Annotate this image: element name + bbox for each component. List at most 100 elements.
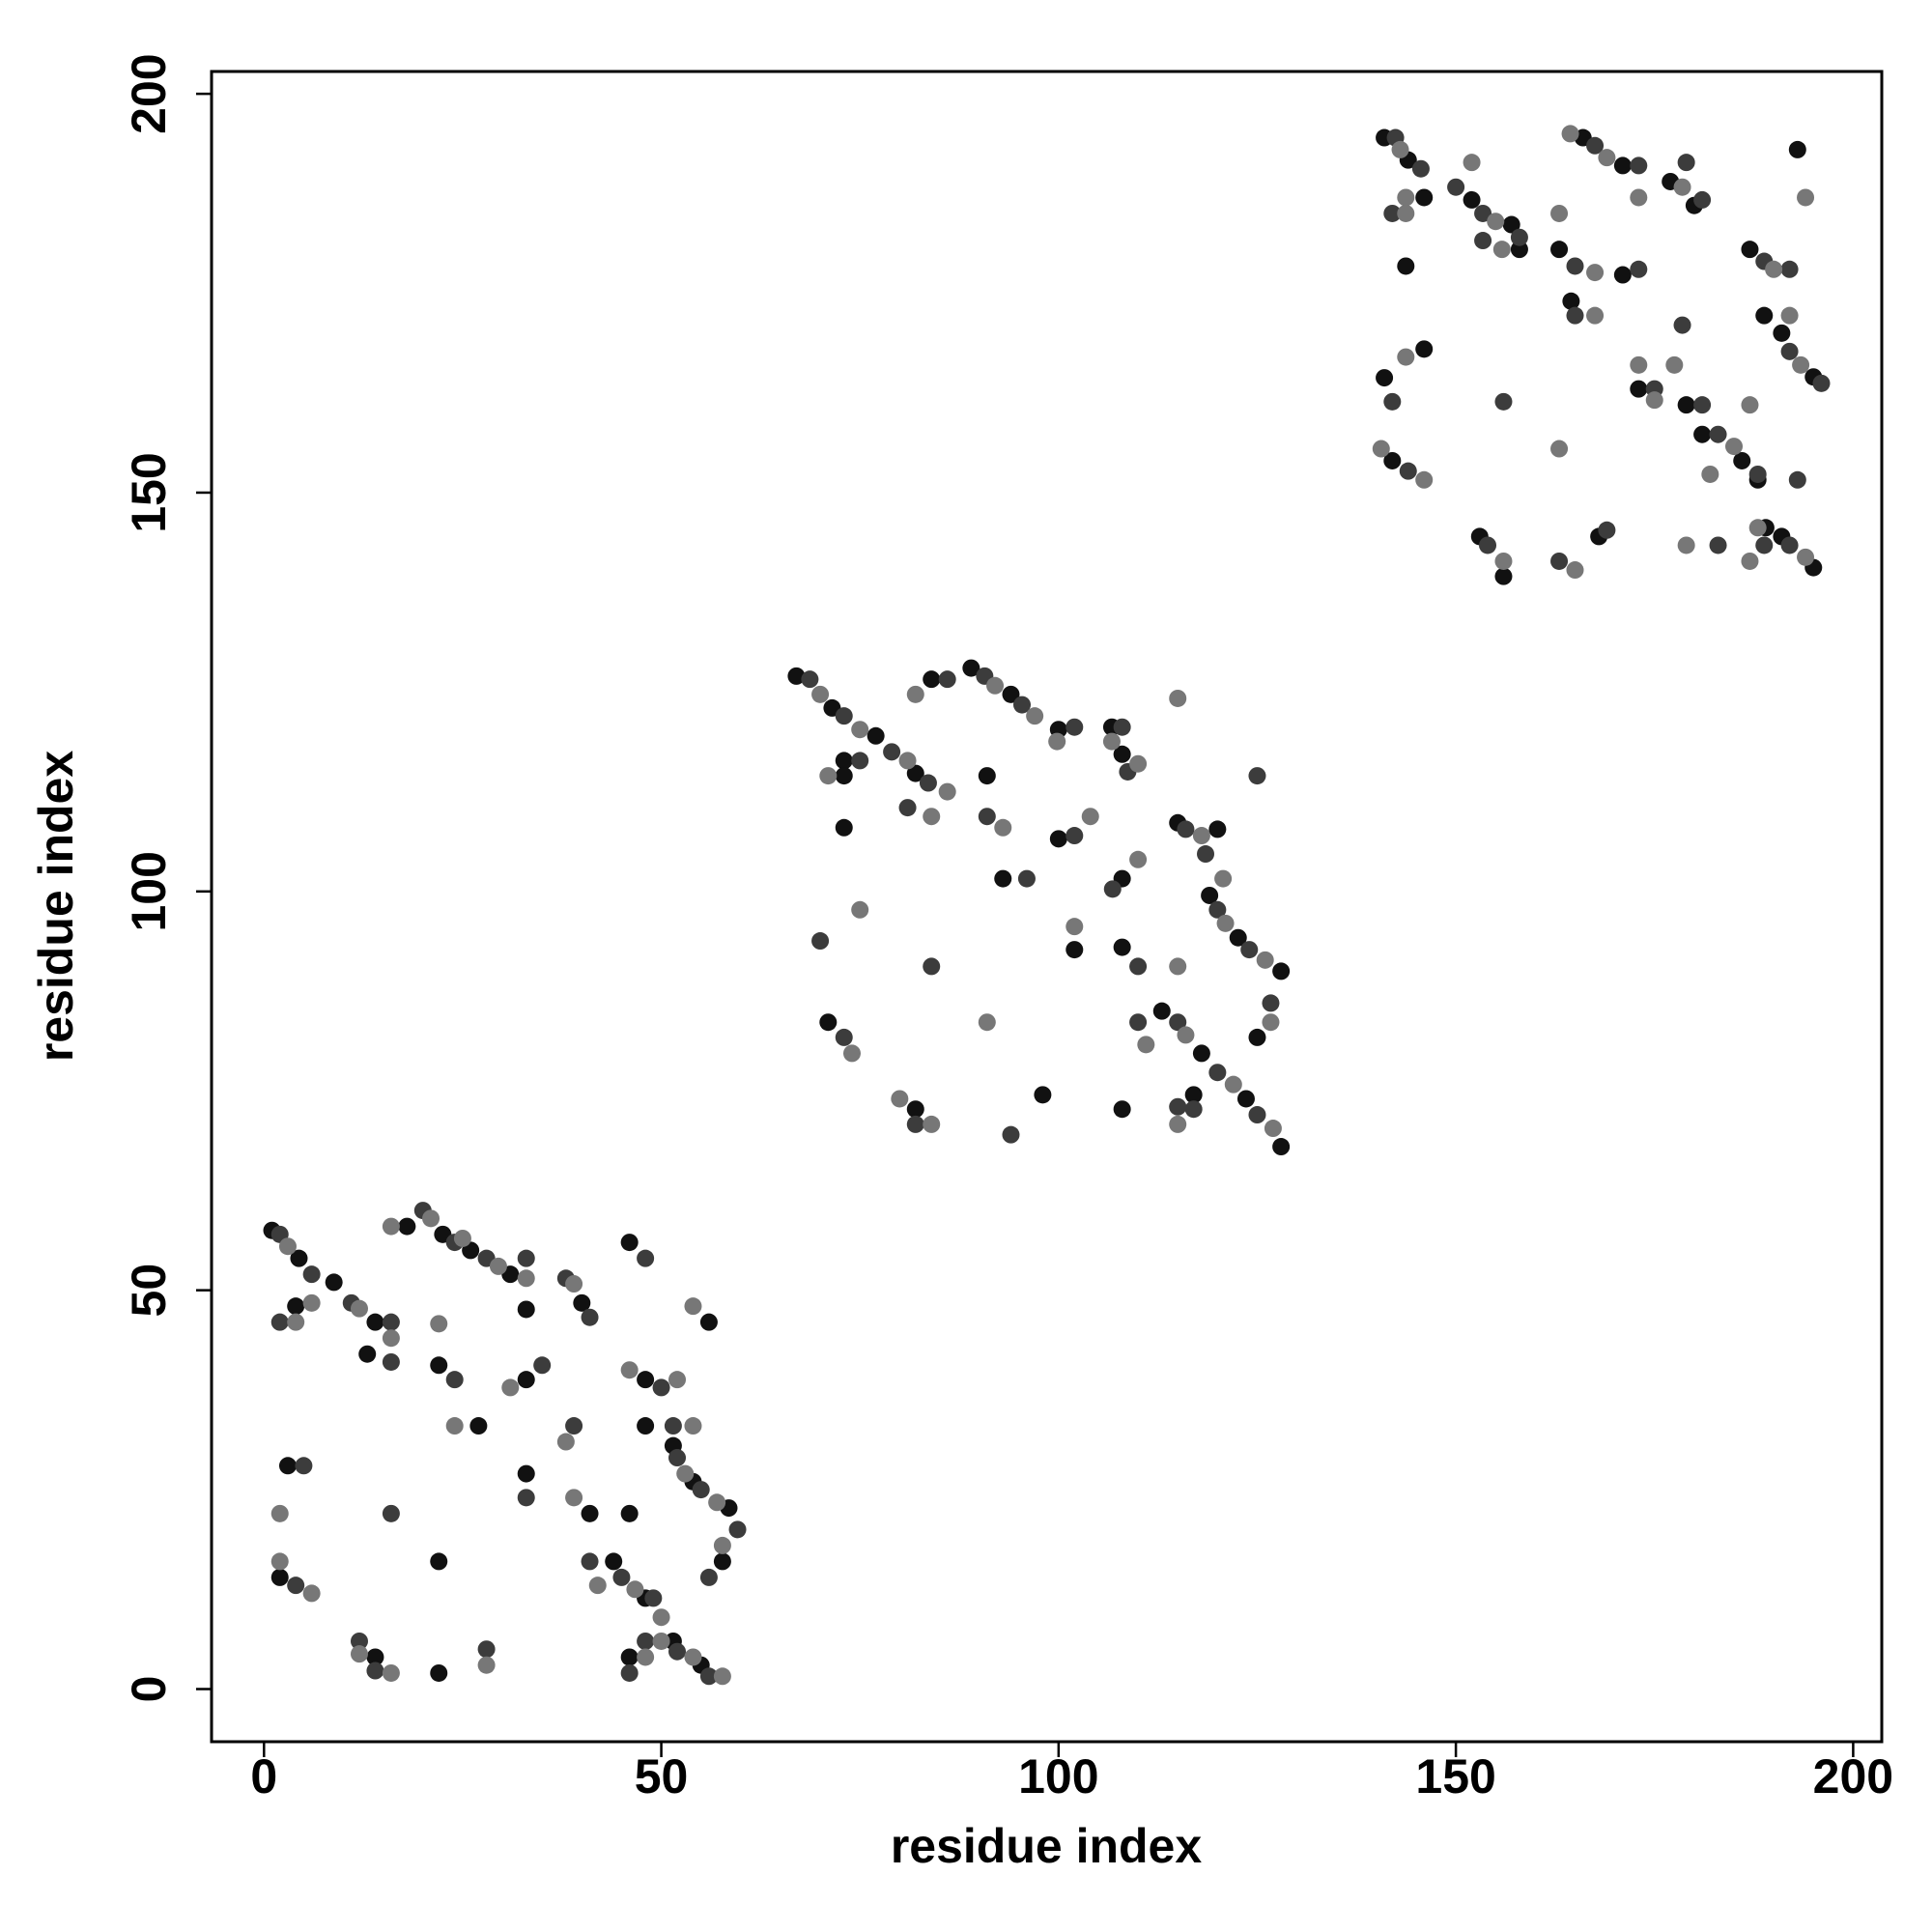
point [1372,440,1390,458]
point [787,667,806,685]
point [1561,125,1579,143]
point [1065,827,1084,845]
point [1048,732,1066,751]
point [637,1249,655,1267]
point [620,1234,639,1252]
point [699,1568,718,1586]
point [1741,396,1759,414]
point [517,1269,535,1288]
point [1214,869,1233,888]
point [1415,188,1434,207]
point [556,1433,575,1451]
point [581,1504,599,1522]
point [1184,1086,1203,1104]
point [1733,451,1751,469]
point [1566,257,1584,275]
point [565,1489,583,1507]
y-axis-label: residue index [29,751,83,1063]
point [501,1378,520,1397]
point [1630,188,1648,207]
point [1613,266,1632,284]
point [978,808,996,826]
point [290,1249,308,1267]
point [684,1297,702,1316]
point [851,752,869,770]
point [358,1345,377,1363]
point [637,1632,655,1650]
point [713,1667,731,1686]
point [517,1300,535,1319]
point [287,1313,305,1331]
point [1129,957,1148,976]
point [1169,957,1187,976]
point [1383,392,1402,411]
point [938,782,956,801]
point [1741,552,1759,570]
point [1208,820,1227,838]
point [1474,204,1492,222]
point [1397,204,1415,222]
point [1693,425,1712,443]
point [1792,355,1810,374]
plot-frame [210,70,1884,1744]
point [1152,1002,1171,1020]
x-axis-label: residue index [891,1819,1203,1873]
point [1673,178,1691,196]
point [1613,156,1632,175]
point [533,1356,552,1375]
point [1113,745,1131,763]
point [1598,521,1616,539]
point [883,743,901,761]
point [1566,306,1584,325]
point [1550,552,1569,570]
point [668,1449,687,1467]
point [637,1648,655,1666]
point [612,1568,631,1586]
point [835,818,853,837]
point [1184,1100,1203,1119]
point [898,752,917,770]
point [287,1297,305,1316]
point [1765,260,1783,278]
point [1129,1013,1148,1032]
point [1013,696,1032,714]
point [382,1663,400,1682]
point [906,1115,924,1133]
point [1630,260,1648,278]
point [1192,827,1210,845]
point [382,1504,400,1522]
point [620,1361,639,1379]
point [708,1493,726,1512]
point [1177,1026,1195,1044]
x-tick-label: 100 [1018,1749,1098,1804]
point [382,1352,400,1371]
point [302,1584,321,1603]
point [325,1273,343,1292]
point [350,1632,368,1650]
point [581,1308,599,1326]
point [1474,232,1492,250]
point [1510,228,1528,246]
point [382,1217,400,1236]
point [1065,941,1084,959]
point [581,1552,599,1571]
point [676,1464,695,1483]
point [1169,1097,1187,1116]
point [819,1013,838,1032]
point [1693,190,1712,209]
point [1550,440,1569,458]
point [1113,718,1131,736]
point [1630,355,1648,374]
point [898,799,917,817]
point [1586,136,1605,155]
point [1103,880,1122,898]
point [1177,820,1195,838]
point [430,1663,448,1682]
point [1129,754,1148,773]
point [445,1417,464,1435]
point [962,659,980,677]
point [1748,519,1767,537]
point [366,1313,384,1331]
point [1248,1028,1266,1046]
